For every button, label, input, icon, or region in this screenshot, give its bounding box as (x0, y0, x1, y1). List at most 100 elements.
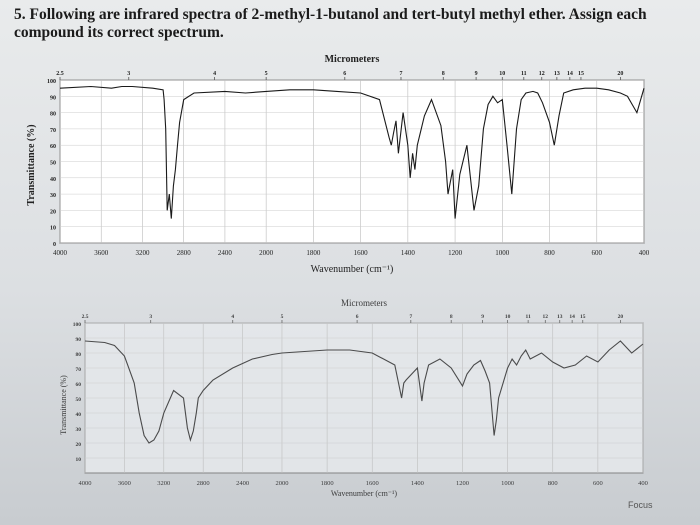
x-tick-label: 2800 (177, 249, 192, 257)
top-tick-label: 6 (343, 71, 346, 77)
top-tick-label: 20 (617, 71, 623, 77)
top-tick-label: 9 (475, 71, 478, 77)
x-tick-label: 1600 (354, 249, 369, 257)
y-tick-label: 10 (50, 226, 56, 232)
spectrum-chart-1: Micrometers 2.5 3 4 5 6 7 8 9 10 11 12 13 14 15 20 400… (26, 54, 650, 275)
top-tick-label: 7 (399, 71, 402, 77)
y-tick-label: 40 (76, 412, 82, 418)
question-text: 5. Following are infrared spectra of 2-m… (14, 6, 647, 41)
x-tick-label: 1600 (366, 480, 379, 487)
top-tick-label: 6 (356, 314, 359, 320)
top-tick-label: 3 (149, 314, 152, 320)
y-axis-title-2: Transmittance (%) (59, 375, 68, 435)
y-tick-labels-2: 100 90 80 70 60 50 40 30 20 10 (73, 322, 82, 463)
x-tick-label: 1200 (456, 480, 469, 487)
y-tick-label: 70 (50, 128, 56, 134)
top-tick-label: 12 (543, 314, 549, 320)
x-tick-label: 800 (548, 480, 558, 487)
x-tick-label: 3200 (135, 249, 150, 257)
x-tick-label: 1800 (306, 249, 321, 257)
top-tick-label: 5 (281, 314, 284, 320)
x-tick-label: 3600 (118, 480, 131, 487)
x-tick-label: 3600 (94, 249, 109, 257)
x-tick-label: 3200 (157, 480, 170, 487)
top-tick-label: 14 (569, 314, 575, 320)
y-tick-label: 40 (50, 177, 56, 183)
top-tick-label: 8 (450, 314, 453, 320)
y-tick-label: 80 (76, 352, 82, 358)
top-tick-label: 10 (499, 71, 505, 77)
top-tick-label: 4 (231, 314, 234, 320)
x-tick-label: 2400 (218, 249, 233, 257)
spectrum-trace-2 (84, 340, 644, 444)
x-tick-label: 2800 (197, 480, 210, 487)
x-tick-label: 1000 (501, 480, 514, 487)
y-tick-label: 10 (76, 457, 82, 463)
x-tick-label: 600 (593, 480, 603, 487)
top-tick-label: 4 (213, 71, 216, 77)
y-tick-label: 30 (76, 427, 82, 433)
y-tick-label: 100 (47, 79, 56, 85)
top-tick-label: 2.5 (82, 314, 89, 320)
x-tick-label: 1200 (448, 249, 463, 257)
top-tick-labels-2: 2.5 3 4 5 6 7 8 9 10 11 12 13 14 15 20 (82, 314, 624, 323)
bottom-tick-labels-1: 4000 3600 3200 2800 2400 2000 1800 1600 1400 1200… (53, 249, 650, 257)
y-tick-label: 100 (73, 322, 82, 328)
top-tick-label: 15 (578, 71, 584, 77)
top-tick-label: 11 (521, 71, 527, 77)
x-tick-label: 2400 (236, 480, 249, 487)
top-tick-label: 9 (481, 314, 484, 320)
x-tick-label: 1400 (401, 249, 416, 257)
y-tick-label: 0 (53, 242, 56, 248)
top-tick-label: 12 (539, 71, 545, 77)
x-tick-label: 800 (544, 249, 555, 257)
focus-label: Focus (628, 500, 653, 510)
x-tick-label: 600 (592, 249, 603, 257)
x-axis-title-2: Wavenumber (cm⁻¹) (331, 489, 398, 498)
x-tick-label: 2000 (259, 249, 274, 257)
top-tick-label: 20 (618, 314, 624, 320)
top-tick-label: 13 (554, 71, 560, 77)
x-axis-title-1: Wavenumber (cm⁻¹) (311, 264, 394, 275)
y-tick-label: 30 (50, 193, 56, 199)
grid-2 (84, 322, 644, 473)
top-tick-labels-1: 2.5 3 4 5 6 7 8 9 10 11 12 13 14 15 20 (56, 71, 623, 80)
x-tick-label: 1400 (411, 480, 424, 487)
y-tick-label: 20 (50, 209, 56, 215)
top-tick-label: 14 (567, 71, 573, 77)
spectrum-chart-2: Micrometers 2.5 3 4 5 6 7 8 9 10 11 12 13 14 15 20 400… (59, 298, 648, 498)
y-tick-label: 20 (76, 442, 82, 448)
top-tick-label: 11 (526, 314, 531, 320)
y-tick-label: 60 (76, 382, 82, 388)
y-tick-label: 80 (50, 112, 56, 118)
top-tick-label: 5 (265, 71, 268, 77)
y-tick-label: 50 (50, 161, 56, 167)
x-tick-label: 4000 (79, 480, 92, 487)
top-tick-label: 7 (409, 314, 412, 320)
x-tick-label: 2000 (275, 480, 288, 487)
y-tick-label: 50 (76, 397, 82, 403)
grid-1 (59, 79, 645, 244)
top-tick-label: 10 (505, 314, 511, 320)
top-tick-label: 15 (580, 314, 586, 320)
x-tick-label: 400 (638, 480, 648, 487)
top-tick-label: 2.5 (56, 71, 64, 77)
x-tick-label: 1000 (495, 249, 510, 257)
top-axis-title-2: Micrometers (341, 298, 387, 308)
y-tick-label: 90 (50, 95, 56, 101)
y-tick-label: 60 (50, 144, 56, 150)
y-axis-title-1: Transmittance (%) (26, 124, 37, 205)
x-tick-label: 4000 (53, 249, 68, 257)
top-axis-title-1: Micrometers (325, 54, 380, 65)
bottom-tick-labels-2: 4000 3600 3200 2800 2400 2000 1800 1600 1400 1200… (79, 480, 648, 487)
x-tick-label: 400 (639, 249, 650, 257)
y-tick-label: 90 (76, 337, 82, 343)
top-tick-label: 8 (442, 71, 445, 77)
x-tick-label: 1800 (321, 480, 334, 487)
y-tick-label: 70 (76, 367, 82, 373)
top-tick-label: 3 (127, 71, 130, 77)
spectrum-trace-1 (59, 85, 645, 219)
top-tick-label: 13 (557, 314, 563, 320)
